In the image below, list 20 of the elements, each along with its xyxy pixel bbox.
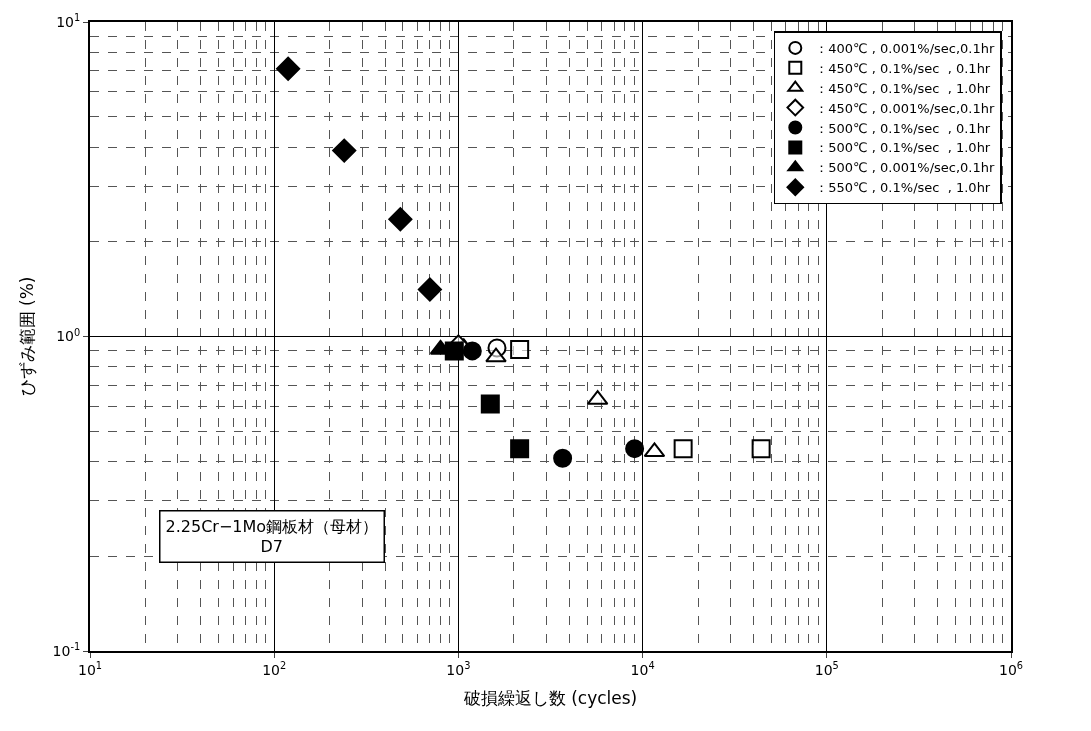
legend-label: ：500℃ , 0.001%/sec,0.1hr — [815, 160, 996, 176]
x-tick-label: 10$^{1}$ — [77, 659, 103, 678]
legend-label: ：400℃ , 0.001%/sec,0.1hr — [815, 40, 996, 56]
legend-label: ：450℃ , 0.1%/sec , 1.0hr — [815, 80, 991, 96]
x-tick-label: 10$^{6}$ — [998, 659, 1024, 678]
legend-label: ：550℃ , 0.1%/sec , 1.0hr — [815, 180, 991, 196]
x-tick-label: 10$^{2}$ — [262, 659, 287, 678]
legend-label: ：450℃ , 0.001%/sec,0.1hr — [815, 100, 996, 116]
legend-label: ：500℃ , 0.1%/sec , 0.1hr — [815, 120, 991, 136]
x-tick-label: 10$^{3}$ — [446, 659, 471, 678]
annotation: 2.25Cr−1Mo鋼板材（母材） D7 — [165, 516, 379, 557]
x-tick-label: 10$^{5}$ — [814, 659, 839, 678]
y-tick-label: 10$^{1}$ — [56, 12, 81, 30]
x-tick-label: 10$^{4}$ — [630, 659, 655, 678]
y-tick-label: 10$^{-1}$ — [52, 641, 81, 659]
x-axis-title: 破損繰返し数 (cycles) — [462, 687, 638, 708]
y-axis-title: ひずみ範囲 (%) — [16, 276, 37, 397]
legend-label: ：500℃ , 0.1%/sec , 1.0hr — [815, 140, 991, 156]
legend-label: ：450℃ , 0.1%/sec , 0.1hr — [815, 60, 991, 76]
y-tick-label: 10$^{0}$ — [56, 326, 81, 345]
